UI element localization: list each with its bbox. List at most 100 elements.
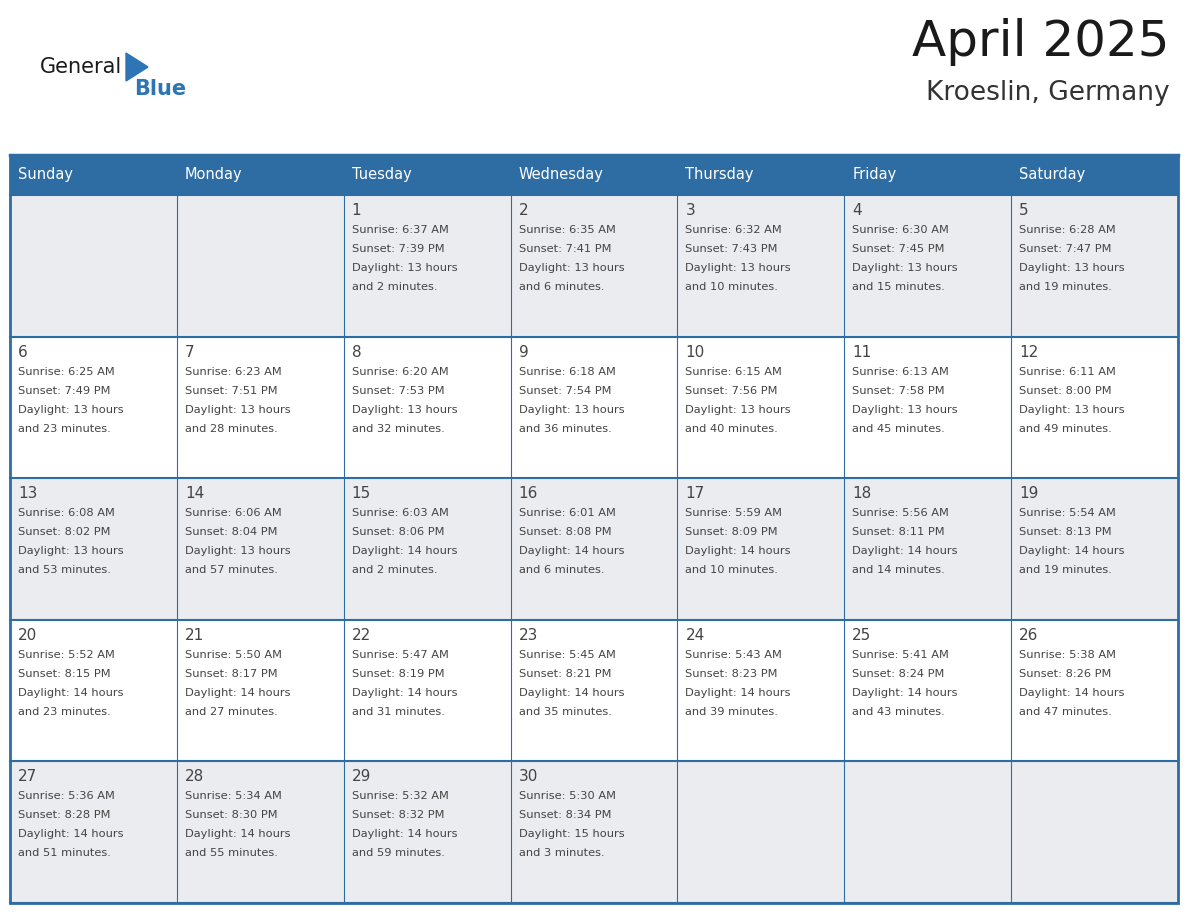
Text: Sunset: 8:02 PM: Sunset: 8:02 PM: [18, 527, 110, 537]
Text: Daylight: 13 hours: Daylight: 13 hours: [685, 405, 791, 415]
Text: 14: 14: [185, 487, 204, 501]
Text: Sunrise: 5:30 AM: Sunrise: 5:30 AM: [519, 791, 615, 801]
Text: Sunrise: 6:28 AM: Sunrise: 6:28 AM: [1019, 225, 1116, 235]
Text: Sunset: 8:30 PM: Sunset: 8:30 PM: [185, 811, 278, 821]
Text: and 59 minutes.: and 59 minutes.: [352, 848, 444, 858]
Text: Sunset: 7:49 PM: Sunset: 7:49 PM: [18, 386, 110, 396]
Text: Sunset: 8:23 PM: Sunset: 8:23 PM: [685, 669, 778, 678]
Bar: [177, 155, 343, 195]
Text: Sunset: 7:45 PM: Sunset: 7:45 PM: [852, 244, 944, 254]
Bar: [10, 155, 177, 195]
Bar: [1011, 155, 1178, 195]
Text: Daylight: 14 hours: Daylight: 14 hours: [352, 829, 457, 839]
Text: Daylight: 13 hours: Daylight: 13 hours: [1019, 405, 1125, 415]
Text: Daylight: 14 hours: Daylight: 14 hours: [18, 688, 124, 698]
Text: Sunset: 8:19 PM: Sunset: 8:19 PM: [352, 669, 444, 678]
Text: Daylight: 13 hours: Daylight: 13 hours: [519, 263, 624, 273]
Bar: [677, 155, 845, 195]
Text: Sunrise: 5:59 AM: Sunrise: 5:59 AM: [685, 509, 783, 518]
Text: 29: 29: [352, 769, 371, 784]
Text: Sunset: 7:53 PM: Sunset: 7:53 PM: [352, 386, 444, 396]
Text: Sunset: 8:09 PM: Sunset: 8:09 PM: [685, 527, 778, 537]
Text: Sunset: 8:04 PM: Sunset: 8:04 PM: [185, 527, 277, 537]
Text: 11: 11: [852, 344, 872, 360]
Text: Sunrise: 6:25 AM: Sunrise: 6:25 AM: [18, 366, 115, 376]
Text: Sunrise: 5:43 AM: Sunrise: 5:43 AM: [685, 650, 783, 660]
Text: Daylight: 14 hours: Daylight: 14 hours: [352, 688, 457, 698]
Text: Saturday: Saturday: [1019, 167, 1086, 183]
Text: Sunrise: 5:45 AM: Sunrise: 5:45 AM: [519, 650, 615, 660]
Text: Daylight: 14 hours: Daylight: 14 hours: [18, 829, 124, 839]
Text: Sunrise: 5:41 AM: Sunrise: 5:41 AM: [852, 650, 949, 660]
Text: Sunrise: 6:30 AM: Sunrise: 6:30 AM: [852, 225, 949, 235]
Text: 24: 24: [685, 628, 704, 643]
Text: 13: 13: [18, 487, 37, 501]
Text: and 57 minutes.: and 57 minutes.: [185, 565, 278, 576]
Text: Sunset: 8:17 PM: Sunset: 8:17 PM: [185, 669, 278, 678]
Text: and 10 minutes.: and 10 minutes.: [685, 282, 778, 292]
Text: Daylight: 13 hours: Daylight: 13 hours: [185, 546, 291, 556]
Text: and 55 minutes.: and 55 minutes.: [185, 848, 278, 858]
Text: Sunset: 7:58 PM: Sunset: 7:58 PM: [852, 386, 944, 396]
Text: Sunrise: 6:37 AM: Sunrise: 6:37 AM: [352, 225, 449, 235]
Text: 22: 22: [352, 628, 371, 643]
Text: and 43 minutes.: and 43 minutes.: [852, 707, 944, 717]
Text: Daylight: 15 hours: Daylight: 15 hours: [519, 829, 624, 839]
Text: Sunset: 7:39 PM: Sunset: 7:39 PM: [352, 244, 444, 254]
Text: Daylight: 14 hours: Daylight: 14 hours: [852, 546, 958, 556]
Text: and 32 minutes.: and 32 minutes.: [352, 423, 444, 433]
Bar: [343, 155, 511, 195]
Text: and 27 minutes.: and 27 minutes.: [185, 707, 278, 717]
Text: Monday: Monday: [185, 167, 242, 183]
Text: 17: 17: [685, 487, 704, 501]
Text: 28: 28: [185, 769, 204, 784]
Text: Sunrise: 6:13 AM: Sunrise: 6:13 AM: [852, 366, 949, 376]
Bar: [10, 155, 1178, 903]
Text: Daylight: 13 hours: Daylight: 13 hours: [18, 405, 124, 415]
Text: 2: 2: [519, 203, 529, 218]
Text: 20: 20: [18, 628, 37, 643]
Text: 3: 3: [685, 203, 695, 218]
Text: Daylight: 14 hours: Daylight: 14 hours: [185, 829, 290, 839]
Text: Sunset: 8:21 PM: Sunset: 8:21 PM: [519, 669, 611, 678]
Text: and 31 minutes.: and 31 minutes.: [352, 707, 444, 717]
Text: Sunrise: 5:54 AM: Sunrise: 5:54 AM: [1019, 509, 1116, 518]
Text: Sunset: 8:15 PM: Sunset: 8:15 PM: [18, 669, 110, 678]
Text: Daylight: 14 hours: Daylight: 14 hours: [1019, 688, 1125, 698]
Text: Sunset: 7:51 PM: Sunset: 7:51 PM: [185, 386, 278, 396]
Text: and 2 minutes.: and 2 minutes.: [352, 282, 437, 292]
Text: Sunset: 8:24 PM: Sunset: 8:24 PM: [852, 669, 944, 678]
Text: Daylight: 14 hours: Daylight: 14 hours: [519, 688, 624, 698]
Text: Sunset: 8:11 PM: Sunset: 8:11 PM: [852, 527, 944, 537]
Text: 30: 30: [519, 769, 538, 784]
Text: Daylight: 13 hours: Daylight: 13 hours: [1019, 263, 1125, 273]
Text: 1: 1: [352, 203, 361, 218]
Text: Daylight: 14 hours: Daylight: 14 hours: [519, 546, 624, 556]
Text: Sunrise: 5:47 AM: Sunrise: 5:47 AM: [352, 650, 449, 660]
Text: 7: 7: [185, 344, 195, 360]
Text: 26: 26: [1019, 628, 1038, 643]
Text: and 23 minutes.: and 23 minutes.: [18, 707, 110, 717]
Text: Daylight: 13 hours: Daylight: 13 hours: [352, 263, 457, 273]
Text: Daylight: 13 hours: Daylight: 13 hours: [852, 263, 958, 273]
Bar: [10, 761, 1178, 903]
Text: 8: 8: [352, 344, 361, 360]
Text: 10: 10: [685, 344, 704, 360]
Text: Sunrise: 6:06 AM: Sunrise: 6:06 AM: [185, 509, 282, 518]
Text: 16: 16: [519, 487, 538, 501]
Text: Sunrise: 5:32 AM: Sunrise: 5:32 AM: [352, 791, 449, 801]
Text: and 15 minutes.: and 15 minutes.: [852, 282, 946, 292]
Text: and 2 minutes.: and 2 minutes.: [352, 565, 437, 576]
Text: and 35 minutes.: and 35 minutes.: [519, 707, 612, 717]
Text: and 51 minutes.: and 51 minutes.: [18, 848, 110, 858]
Text: Sunrise: 5:56 AM: Sunrise: 5:56 AM: [852, 509, 949, 518]
Bar: [10, 337, 1178, 478]
Text: and 40 minutes.: and 40 minutes.: [685, 423, 778, 433]
Text: Daylight: 13 hours: Daylight: 13 hours: [685, 263, 791, 273]
Text: 21: 21: [185, 628, 204, 643]
Text: Sunset: 8:08 PM: Sunset: 8:08 PM: [519, 527, 611, 537]
Text: Tuesday: Tuesday: [352, 167, 411, 183]
Text: Sunrise: 6:01 AM: Sunrise: 6:01 AM: [519, 509, 615, 518]
Text: Sunset: 7:54 PM: Sunset: 7:54 PM: [519, 386, 611, 396]
Text: 5: 5: [1019, 203, 1029, 218]
